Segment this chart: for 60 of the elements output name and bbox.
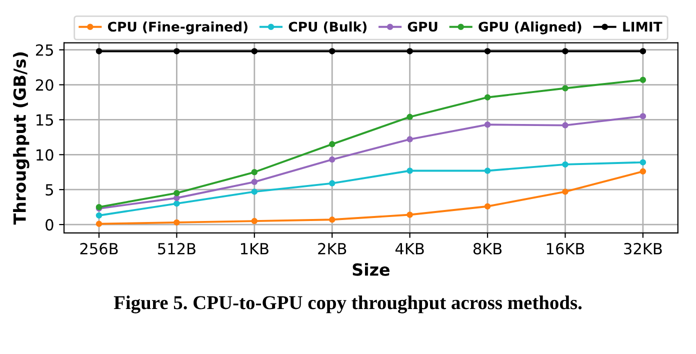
point — [484, 48, 491, 54]
point — [484, 121, 491, 128]
point — [96, 212, 102, 219]
y-tick-label: 0 — [46, 219, 54, 231]
point — [406, 212, 413, 218]
legend-label: GPU — [408, 22, 438, 32]
y-tick-label: 5 — [46, 184, 53, 196]
point — [484, 168, 491, 174]
x-tick-label: 4KB — [395, 243, 424, 254]
point — [562, 48, 568, 54]
caption: Figure 5. CPU-to-GPU copy throughput across methods. — [114, 296, 582, 314]
point — [328, 180, 336, 186]
point — [640, 48, 646, 54]
x-tick-label: 32KB — [624, 242, 662, 254]
point — [251, 169, 258, 176]
legend-label: CPU (Bulk) — [288, 21, 366, 34]
x-tick-label: 1KB — [240, 243, 268, 254]
x-tick-label: 16KB — [546, 242, 584, 254]
legend-label: LIMIT — [623, 22, 662, 32]
point — [406, 48, 413, 54]
point — [174, 200, 180, 207]
point — [328, 141, 336, 148]
point — [406, 168, 413, 174]
y-tick-label: 15 — [36, 114, 53, 126]
point — [174, 190, 180, 196]
point — [251, 218, 258, 224]
legend-label: CPU (Fine-grained) — [108, 21, 248, 34]
point — [640, 76, 646, 83]
x-tick-label: 2KB — [318, 242, 346, 254]
point — [406, 114, 413, 120]
point — [562, 122, 568, 128]
point — [562, 85, 568, 92]
point — [640, 168, 646, 175]
point — [251, 48, 258, 54]
point — [251, 188, 258, 195]
y-tick-label: 10 — [36, 149, 54, 161]
point — [484, 94, 491, 100]
point — [174, 194, 180, 202]
point — [562, 188, 568, 195]
y-tick-label: 20 — [36, 79, 54, 91]
point — [174, 219, 180, 226]
point — [328, 156, 336, 163]
point — [328, 48, 336, 54]
point — [96, 48, 102, 54]
point — [484, 203, 491, 210]
x-axis-title: Size — [352, 262, 390, 276]
point — [640, 113, 646, 120]
point — [406, 136, 413, 142]
x-tick-label: 512B — [158, 242, 196, 254]
point — [96, 220, 102, 227]
y-axis-title: Throughput (GB/s) — [13, 52, 30, 225]
point — [174, 48, 180, 54]
y-tick-label: 25 — [36, 44, 53, 56]
x-tick-label: 8KB — [473, 242, 502, 254]
point — [562, 161, 568, 168]
point — [640, 159, 646, 166]
point — [251, 178, 258, 186]
point — [328, 216, 336, 223]
x-tick-label: 256B — [80, 242, 118, 254]
legend-label: GPU (Aligned) — [478, 21, 582, 34]
